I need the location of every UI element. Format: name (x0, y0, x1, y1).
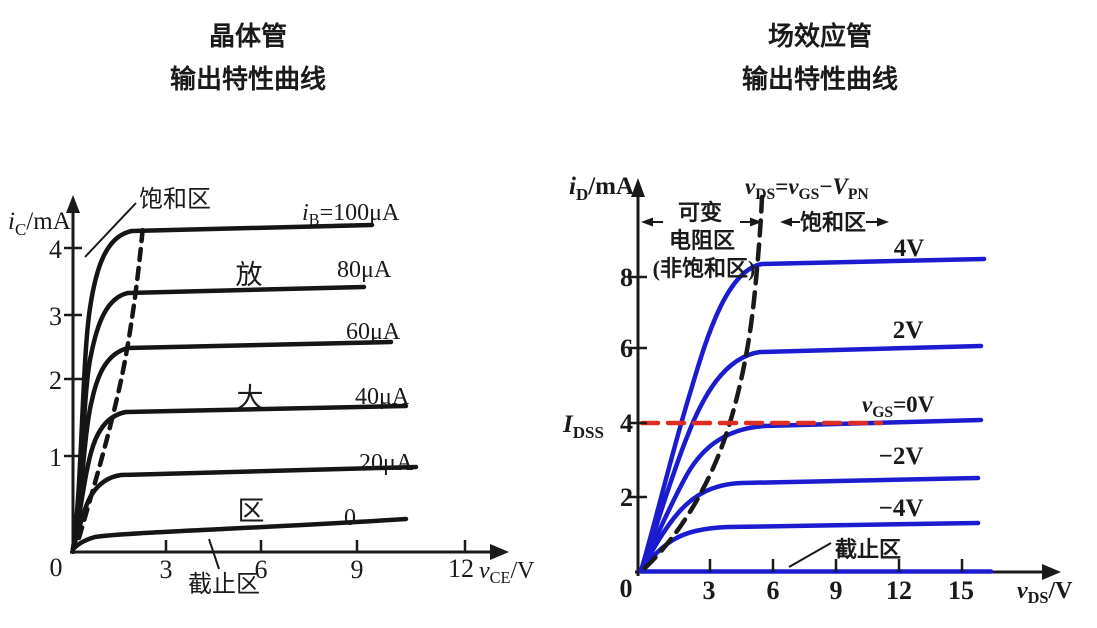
fet-x-label-15: 15 (948, 576, 974, 605)
fet-boundary-dashed-curve (642, 194, 765, 571)
fet-region-arrow-right1 (750, 217, 762, 227)
bjt-y-label-1: 1 (49, 443, 62, 472)
bjt-y-label-4: 4 (49, 235, 62, 264)
bjt-curve-40uA (70, 403, 409, 552)
bjt-saturation-boundary-dashed (76, 223, 146, 541)
fet-x-label-12: 12 (886, 576, 912, 605)
bjt-curve-label-80uA: 80μA (337, 257, 392, 283)
bjt-curve-label-60uA: 60μA (346, 319, 401, 345)
bjt-region-amp-char3: 区 (238, 496, 265, 526)
bjt-title-line1: 晶体管 (209, 21, 287, 51)
fet-region-arrow-left2 (780, 217, 792, 227)
fet-y-label-8: 8 (620, 263, 633, 292)
fet-curve-label-minus4V: −4V (879, 495, 924, 522)
bjt-region-saturation: 饱和区 (139, 186, 211, 213)
fet-y-label-4: 4 (620, 409, 633, 438)
fet-region-saturation: 饱和区 (800, 210, 866, 235)
bjt-y-label-3: 3 (49, 302, 62, 331)
fet-origin-label: 0 (620, 574, 633, 603)
fet-x-axis-arrow (1042, 564, 1061, 580)
bjt-region-amp-char1: 放 (236, 260, 263, 290)
bjt-curve-label-40uA: 40μA (355, 384, 410, 410)
fet-x-label-3: 3 (703, 576, 716, 605)
bjt-x-label-9: 9 (351, 555, 364, 584)
bjt-curve-0uA (70, 516, 409, 552)
fet-curve-label-0V: vGS=0V (862, 392, 935, 421)
fet-x-label-6: 6 (767, 576, 780, 605)
bjt-saturation-pointer-line (84, 202, 137, 258)
bjt-x-label-6: 6 (255, 555, 268, 584)
fet-region-varres-line3: (非饱和区) (653, 256, 756, 281)
bjt-region-cutoff: 截止区 (188, 571, 260, 598)
fet-region-varres-line1: 可变 (678, 200, 722, 225)
bjt-y-axis-arrow (66, 195, 80, 213)
fet-region-arrow-right2 (877, 217, 889, 227)
fet-title-line2: 输出特性曲线 (742, 64, 898, 94)
fet-x-label-9: 9 (830, 576, 843, 605)
fet-y-axis-arrow (631, 178, 645, 197)
bjt-x-label-3: 3 (160, 555, 173, 584)
bjt-region-amp-char2: 大 (237, 383, 264, 413)
fet-y-label-6: 6 (620, 334, 633, 363)
fet-region-cutoff: 截止区 (835, 537, 901, 562)
fet-region-arrow-left1 (641, 217, 653, 227)
bjt-x-axis-arrow (490, 544, 509, 560)
fet-chart: 场效应管 输出特性曲线 8 6 4 2 0 3 6 (562, 21, 1073, 607)
bjt-x-axis-label: vCE/V (479, 558, 535, 587)
fet-curve-vgs-2V (638, 343, 984, 574)
fet-x-axis-label: vDS/V (1017, 578, 1073, 607)
bjt-cutoff-pointer-line (208, 538, 220, 570)
fet-curve-vgs-4V (638, 256, 987, 574)
bjt-curve-80uA (70, 284, 367, 552)
bjt-y-label-2: 2 (49, 366, 62, 395)
fet-curve-vgs-minus4V (638, 520, 981, 574)
fet-idss-label: IDSS (562, 411, 604, 442)
bjt-origin-label: 0 (50, 553, 63, 582)
bjt-title-line2: 输出特性曲线 (170, 64, 326, 94)
fet-boundary-formula: vDS=vGS−VPN (745, 174, 869, 203)
fet-y-axis-label: iD/mA (569, 173, 634, 204)
bjt-y-axis-label: iC/mA (8, 208, 71, 239)
fet-cutoff-pointer-line (788, 542, 832, 568)
bjt-curve-label-20uA: 20μA (359, 450, 414, 476)
bjt-curve-label-100uA: iB=100μA (302, 200, 400, 229)
bjt-curve-label-0uA: 0 (344, 505, 356, 531)
fet-curve-vgs-0V (638, 417, 984, 574)
fet-curve-vgs-minus2V (638, 475, 981, 574)
bjt-x-label-12: 12 (448, 554, 474, 583)
fet-curve-label-4V: 4V (894, 235, 925, 262)
bjt-chart: 晶体管 输出特性曲线 4 3 2 1 0 3 6 9 12 iC/mA vCE/… (8, 21, 535, 598)
fet-y-label-2: 2 (620, 483, 633, 512)
fet-region-varres-line2: 电阻区 (669, 228, 735, 253)
fet-curve-label-2V: 2V (893, 317, 924, 344)
fet-title-line1: 场效应管 (768, 21, 872, 51)
fet-curve-label-minus2V: −2V (879, 443, 924, 470)
